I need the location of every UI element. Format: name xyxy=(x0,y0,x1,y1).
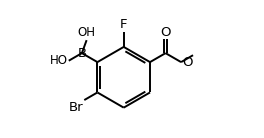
Text: O: O xyxy=(160,26,171,39)
Text: OH: OH xyxy=(78,26,96,39)
Text: Br: Br xyxy=(69,101,84,114)
Text: B: B xyxy=(77,47,86,60)
Text: O: O xyxy=(182,56,192,69)
Text: F: F xyxy=(120,18,128,31)
Text: HO: HO xyxy=(50,54,68,67)
